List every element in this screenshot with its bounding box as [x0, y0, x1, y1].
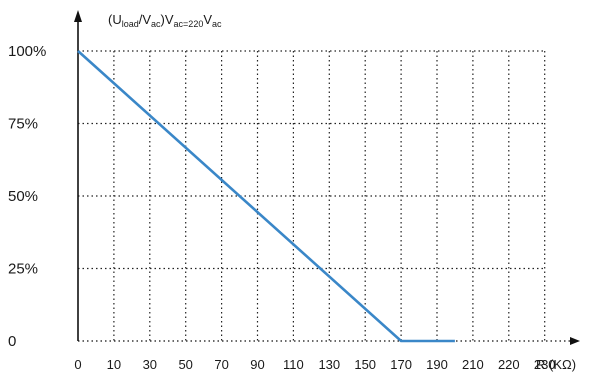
- x-tick-label: 70: [214, 357, 228, 372]
- grid: [78, 50, 546, 341]
- x-tick-labels: 0 10 30 50 70 90 110 130 150 170 190 210 220 230: [74, 357, 555, 372]
- y-tick-labels: 0 25% 50% 75% 100%: [8, 43, 46, 350]
- x-tick-label: 50: [178, 357, 192, 372]
- y-tick-label: 25%: [8, 261, 38, 278]
- y-tick-label: 0: [8, 333, 16, 350]
- series-lines: [77, 50, 456, 343]
- chart-title: (Uload/Vac)Vac=220Vac: [108, 12, 222, 29]
- x-tick-label: 130: [318, 357, 340, 372]
- x-tick-label: 190: [426, 357, 448, 372]
- y-tick-label: 75%: [8, 116, 38, 133]
- x-tick-label: 210: [462, 357, 484, 372]
- x-axis-label: R (KΩ): [536, 357, 576, 372]
- x-tick-label: 170: [390, 357, 412, 372]
- x-tick-label: 30: [143, 357, 157, 372]
- y-tick-label: 50%: [8, 188, 38, 205]
- y-axis-arrow: [74, 10, 82, 22]
- y-tick-label: 100%: [8, 43, 46, 60]
- x-tick-label: 150: [354, 357, 376, 372]
- x-tick-label: 230: [534, 357, 556, 372]
- x-tick-label: 220: [498, 357, 520, 372]
- x-tick-label: 0: [74, 357, 81, 372]
- x-tick-label: 110: [283, 357, 304, 372]
- x-tick-label: 90: [250, 357, 264, 372]
- axes: [74, 10, 580, 345]
- x-axis-arrow: [570, 337, 580, 345]
- x-tick-label: 10: [107, 357, 121, 372]
